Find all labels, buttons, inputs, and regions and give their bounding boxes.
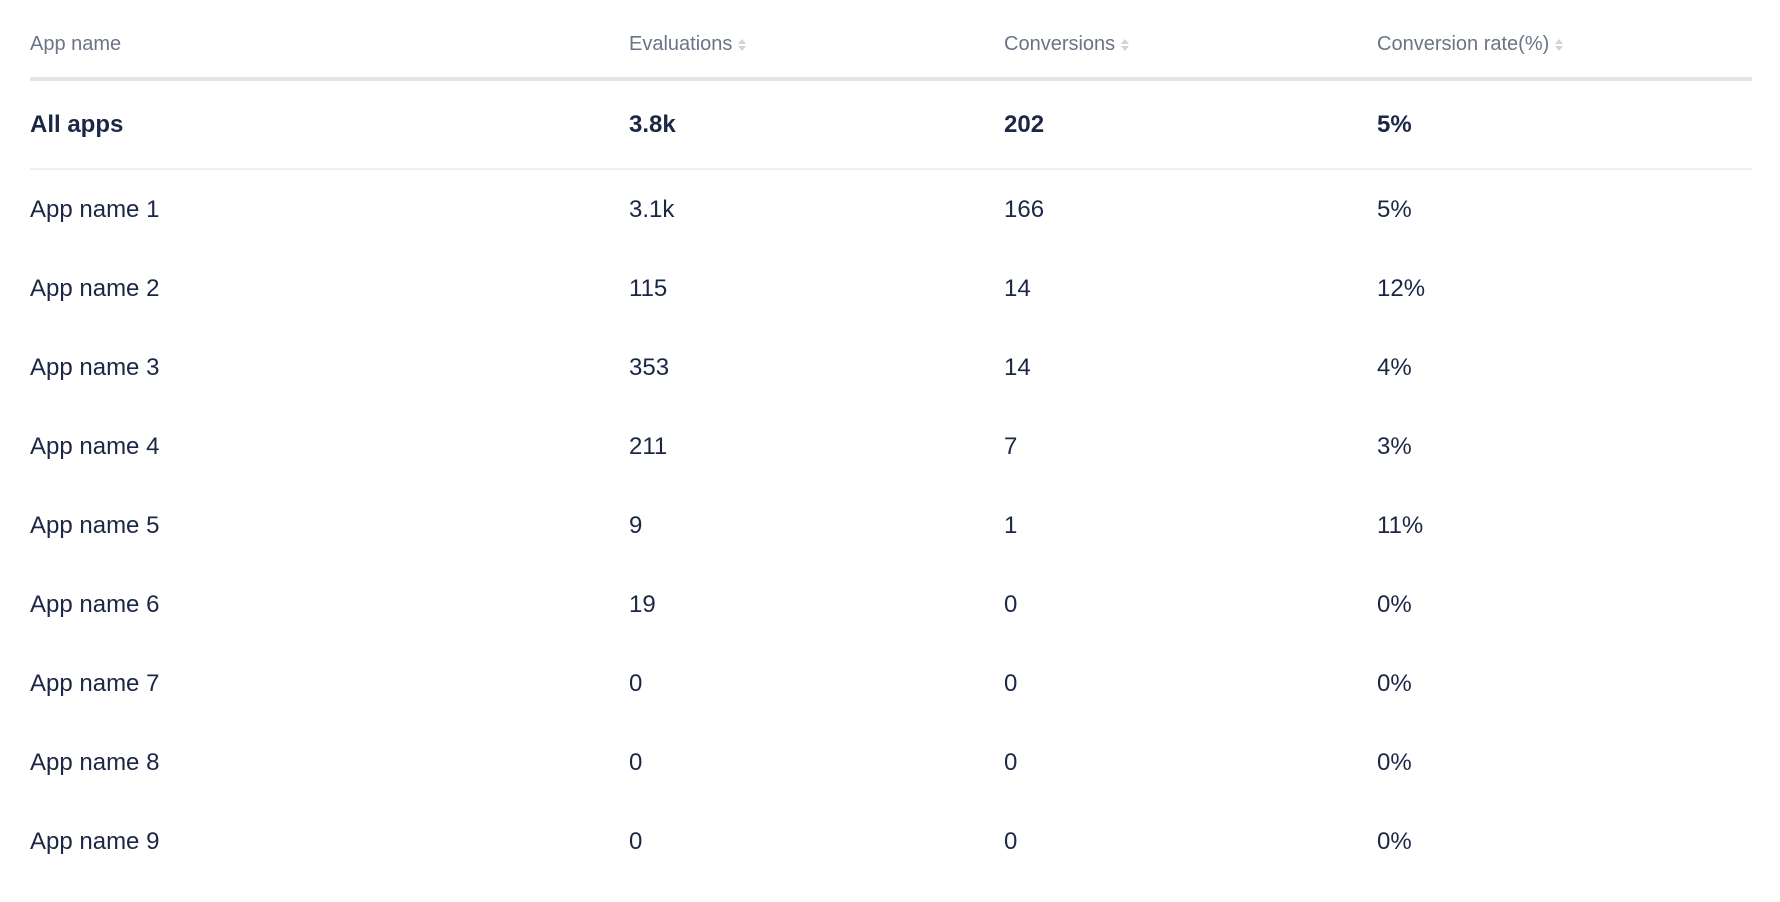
column-label: Evaluations — [629, 33, 733, 55]
conversions-cell: 202 — [1004, 110, 1045, 138]
table-row: App name 9 0 0 0% — [30, 802, 1752, 881]
evaluations-cell: 211 — [629, 432, 668, 460]
table-row: App name 6 19 0 0% — [30, 565, 1752, 644]
evaluations-cell: 19 — [629, 590, 656, 618]
column-label: Conversion rate(%) — [1377, 33, 1550, 55]
apps-table: App name Evaluations Conversions Convers… — [30, 0, 1752, 881]
column-label: App name — [30, 33, 122, 55]
column-header-conversions[interactable]: Conversions — [1004, 33, 1377, 56]
app-name-cell: App name 2 — [30, 274, 160, 302]
conversions-cell: 7 — [1004, 432, 1018, 460]
conversions-cell: 1 — [1004, 511, 1018, 539]
conversions-cell: 0 — [1004, 590, 1018, 618]
conversion-rate-cell: 0% — [1377, 590, 1412, 618]
column-header-conversion-rate[interactable]: Conversion rate(%) — [1377, 33, 1752, 56]
evaluations-cell: 3.8k — [629, 110, 676, 138]
conversion-rate-cell: 0% — [1377, 827, 1412, 855]
conversions-cell: 166 — [1004, 195, 1045, 223]
table-row: App name 2 115 14 12% — [30, 249, 1752, 328]
table-row: App name 5 9 1 11% — [30, 486, 1752, 565]
column-header-evaluations[interactable]: Evaluations — [629, 33, 1004, 56]
evaluations-cell: 0 — [629, 748, 643, 776]
conversions-cell: 0 — [1004, 669, 1018, 697]
conversion-rate-cell: 3% — [1377, 432, 1412, 460]
evaluations-cell: 0 — [629, 669, 643, 697]
evaluations-cell: 115 — [629, 274, 668, 302]
table-header: App name Evaluations Conversions Convers… — [30, 0, 1752, 81]
evaluations-cell: 353 — [629, 353, 670, 381]
app-name-cell: App name 8 — [30, 748, 160, 776]
sort-icon[interactable] — [738, 38, 747, 51]
table-row: App name 7 0 0 0% — [30, 644, 1752, 723]
evaluations-cell: 9 — [629, 511, 643, 539]
app-name-cell: App name 5 — [30, 511, 160, 539]
table-body: App name 1 3.1k 166 5% App name 2 115 14 12% App… — [30, 170, 1752, 881]
app-name-cell: App name 7 — [30, 669, 160, 697]
conversion-rate-cell: 12% — [1377, 274, 1426, 302]
conversions-cell: 0 — [1004, 827, 1018, 855]
table-row: App name 3 353 14 4% — [30, 328, 1752, 407]
table-row: App name 8 0 0 0% — [30, 723, 1752, 802]
conversion-rate-cell: 5% — [1377, 195, 1412, 223]
app-name-cell: App name 4 — [30, 432, 160, 460]
column-label: Conversions — [1004, 33, 1116, 55]
conversion-rate-cell: 11% — [1377, 511, 1424, 539]
conversion-rate-cell: 4% — [1377, 353, 1412, 381]
evaluations-cell: 0 — [629, 827, 643, 855]
conversion-rate-cell: 0% — [1377, 669, 1412, 697]
app-name-cell: App name 1 — [30, 195, 160, 223]
conversions-cell: 0 — [1004, 748, 1018, 776]
evaluations-cell: 3.1k — [629, 195, 675, 223]
sort-icon[interactable] — [1121, 38, 1130, 51]
app-name-cell: All apps — [30, 110, 124, 138]
conversions-cell: 14 — [1004, 353, 1031, 381]
conversion-rate-cell: 0% — [1377, 748, 1412, 776]
column-header-app-name: App name — [30, 33, 629, 56]
app-name-cell: App name 3 — [30, 353, 160, 381]
app-name-cell: App name 9 — [30, 827, 160, 855]
sort-icon[interactable] — [1555, 38, 1564, 51]
conversion-rate-cell: 5% — [1377, 110, 1412, 138]
table-row: App name 4 211 7 3% — [30, 407, 1752, 486]
app-name-cell: App name 6 — [30, 590, 160, 618]
table-row: App name 1 3.1k 166 5% — [30, 170, 1752, 249]
conversions-cell: 14 — [1004, 274, 1031, 302]
total-row: All apps 3.8k 202 5% — [30, 81, 1752, 170]
